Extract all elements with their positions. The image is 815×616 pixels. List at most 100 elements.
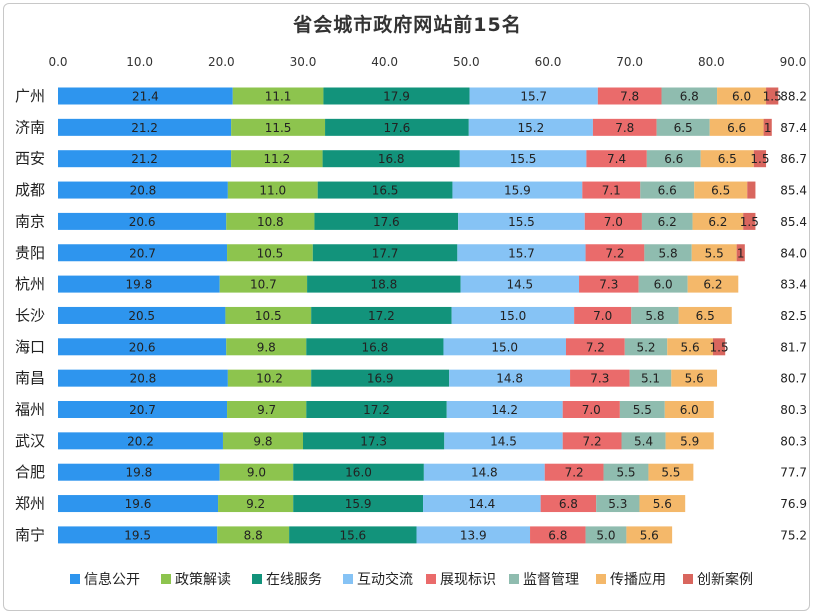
x-tick-label: 0.0 [48, 55, 67, 69]
segment-value-label: 19.6 [125, 497, 152, 511]
bar-segment [736, 244, 745, 262]
bar-segment [582, 181, 641, 199]
bar-segment [317, 181, 453, 199]
bar-segment [306, 401, 447, 418]
bar-segment [314, 212, 459, 230]
bar-segment [540, 495, 597, 513]
bar-segment [303, 432, 445, 450]
bar-segment [293, 463, 424, 481]
row-total-label: 80.3 [780, 434, 807, 448]
bar-segment [218, 495, 294, 513]
bar-segment [585, 244, 645, 262]
x-tick-label: 70.0 [616, 55, 643, 69]
segment-value-label: 15.2 [517, 121, 544, 135]
segment-value-label: 21.2 [131, 121, 158, 135]
segment-value-label: 20.8 [130, 184, 157, 198]
segment-value-label: 16.8 [362, 340, 389, 354]
row-total-label: 85.4 [780, 184, 807, 198]
bar-segment [451, 306, 575, 324]
row-total-label: 80.3 [780, 403, 807, 417]
segment-value-label: 9.7 [257, 403, 276, 417]
bar-segment [584, 212, 642, 230]
segment-value-label: 5.5 [633, 403, 652, 417]
segment-value-label: 19.8 [125, 466, 152, 480]
segment-value-label: 7.4 [607, 152, 626, 166]
segment-value-label: 14.2 [491, 403, 518, 417]
bar-segment [671, 369, 718, 387]
category-label: 南昌 [15, 369, 45, 387]
bar-segment [58, 118, 232, 136]
category-label: 贵阳 [15, 244, 45, 262]
bar-segment [58, 432, 223, 450]
segment-value-label: 6.6 [658, 184, 677, 198]
legend-item: 在线服务 [252, 569, 322, 589]
bar-segment [58, 495, 219, 513]
segment-value-label: 16.0 [345, 466, 372, 480]
bar-segment [661, 87, 718, 105]
bar-segment [58, 150, 232, 168]
segment-value-label: 5.6 [653, 497, 672, 511]
row-total-label: 82.5 [780, 309, 807, 323]
segment-value-label: 6.6 [727, 121, 746, 135]
bar-row: 南宁 19.5 8.8 15.6 13.9 6.8 5.0 5.6 75.2 [15, 526, 807, 544]
bar-segment [747, 181, 756, 199]
segment-value-label: 15.0 [491, 340, 518, 354]
segment-value-label: 5.0 [596, 528, 615, 542]
segment-value-label: 7.0 [604, 215, 623, 229]
segment-value-label: 9.8 [253, 434, 272, 448]
bar-segment [222, 432, 303, 450]
bar-segment [227, 181, 318, 199]
segment-value-label: 7.3 [590, 372, 609, 386]
bar-segment [712, 338, 726, 356]
bar-segment [443, 338, 566, 356]
segment-value-label: 1.5 [750, 152, 769, 166]
bar-segment [226, 338, 307, 356]
bar-row: 福州 20.7 9.7 17.2 14.2 7.0 5.5 6.0 80.3 [15, 401, 807, 419]
legend-swatch [343, 574, 353, 584]
segment-value-label: 11.0 [259, 184, 286, 198]
bar-segment [219, 275, 308, 293]
segment-value-label: 7.2 [605, 246, 624, 260]
legend-label: 展现标识 [440, 572, 496, 588]
segment-value-label: 7.0 [593, 309, 612, 323]
bar-segment [585, 526, 627, 544]
bar-segment [312, 244, 458, 262]
bar-segment [58, 526, 218, 544]
bar-segment [664, 401, 714, 418]
segment-value-label: 10.7 [250, 278, 277, 292]
segment-value-label: 10.2 [256, 372, 283, 386]
legend-swatch [596, 574, 606, 584]
bar-segment [631, 306, 679, 324]
segment-value-label: 20.7 [129, 403, 156, 417]
bar-segment [58, 463, 220, 481]
category-label: 杭州 [15, 275, 45, 293]
row-total-label: 76.9 [780, 497, 807, 511]
row-total-label: 84.0 [780, 246, 807, 260]
legend-item: 政策解读 [161, 569, 231, 589]
legend-item: 监督管理 [509, 569, 579, 589]
bar-segment [231, 150, 323, 168]
row-total-label: 75.2 [780, 528, 807, 542]
bar-row: 济南 21.2 11.5 17.6 15.2 7.8 6.5 6.6 1 87.4 [15, 118, 807, 136]
bar-segment [763, 118, 772, 136]
bar-segment [460, 275, 580, 293]
segment-value-label: 6.2 [703, 278, 722, 292]
segment-value-label: 16.8 [378, 152, 405, 166]
bar-segment [665, 432, 714, 450]
segment-value-label: 15.9 [345, 497, 372, 511]
bar-segment [325, 118, 469, 136]
segment-value-label: 5.1 [641, 372, 660, 386]
category-label: 济南 [15, 118, 45, 136]
segment-value-label: 10.5 [255, 309, 282, 323]
bar-segment [227, 369, 312, 387]
x-tick-label: 50.0 [453, 55, 480, 69]
legend-swatch [161, 574, 171, 584]
bar-segment [565, 338, 625, 356]
segment-value-label: 1.5 [763, 90, 782, 104]
segment-value-label: 17.2 [368, 309, 395, 323]
segment-value-label: 5.5 [616, 466, 635, 480]
segment-value-label: 13.9 [460, 528, 487, 542]
bar-segment [694, 181, 748, 199]
segment-value-label: 6.6 [664, 152, 683, 166]
bar-segment [603, 463, 649, 481]
